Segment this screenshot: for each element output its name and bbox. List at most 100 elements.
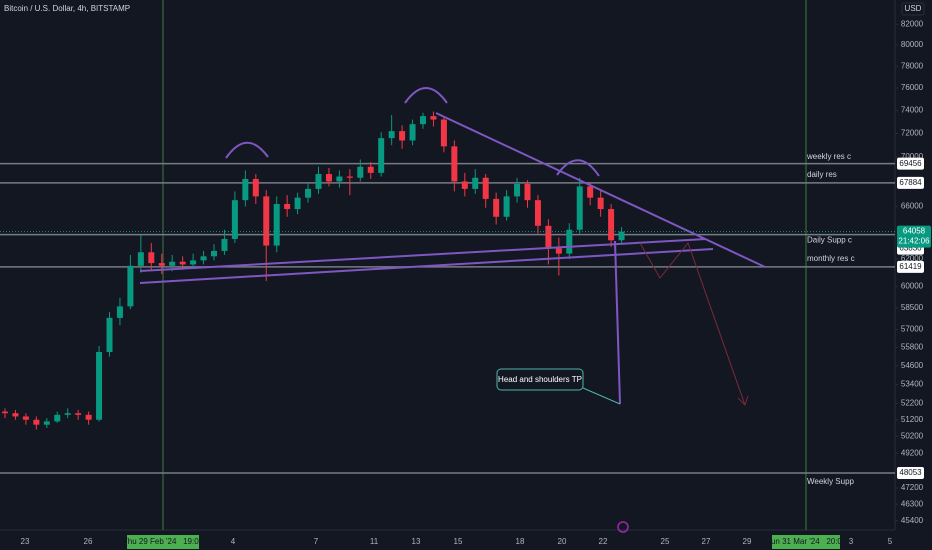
y-tick-label: 70000 — [901, 152, 924, 161]
y-tick-label: 46300 — [901, 499, 924, 508]
y-tick-label: 62000 — [901, 254, 924, 263]
price-tag: 61419 — [899, 262, 922, 271]
candle-body — [367, 166, 374, 173]
candle-body — [179, 261, 186, 265]
candle-body — [284, 203, 291, 210]
callout-box — [496, 368, 584, 391]
candle-body — [336, 176, 343, 182]
y-tick-label: 52200 — [901, 399, 924, 408]
candle-body — [378, 138, 385, 173]
candle-body — [85, 414, 92, 420]
neckline — [139, 248, 714, 284]
y-tick-label: 50200 — [901, 431, 924, 440]
candle-body — [440, 119, 447, 147]
candle-body — [54, 414, 61, 422]
callout-pointer — [582, 387, 621, 405]
candle-body — [524, 183, 531, 201]
x-tick-label: 29 — [743, 537, 752, 546]
y-tick-label: 78000 — [901, 61, 924, 70]
x-tick-label: 22 — [599, 537, 608, 546]
candle-body — [409, 124, 416, 141]
cursor-label: Sun 31 Mar '24 20:00 — [766, 537, 847, 546]
candle-body — [96, 352, 103, 420]
candle-body — [137, 252, 144, 266]
y-tick-label: 47200 — [901, 483, 924, 492]
candle-body — [555, 248, 562, 254]
candle-body — [576, 186, 583, 230]
shoulder-arc — [556, 159, 600, 177]
y-tick-label: 60000 — [901, 282, 924, 291]
x-tick-label: 13 — [412, 537, 421, 546]
level-label: daily res — [807, 170, 837, 179]
x-tick-label: 25 — [661, 537, 670, 546]
candle-body — [514, 183, 521, 197]
candle-body — [566, 229, 573, 254]
price-tag-box — [897, 157, 924, 170]
last-price-box — [897, 225, 931, 248]
currency-box — [901, 2, 925, 16]
candle-body — [493, 198, 500, 217]
candle-body — [388, 131, 395, 139]
candle-body — [106, 317, 113, 353]
candle-body — [22, 416, 29, 420]
candle-body — [315, 174, 322, 189]
cursor-label-box — [127, 535, 199, 549]
head-arc — [404, 87, 448, 104]
price-tag-box — [897, 260, 924, 273]
projection — [639, 241, 749, 406]
candle-body — [399, 131, 406, 141]
candle-body — [482, 177, 489, 199]
candle-body — [221, 238, 228, 251]
price-tag: 67884 — [899, 178, 922, 187]
price-tag: 48053 — [899, 468, 922, 477]
cursor-label: Thu 29 Feb '24 19:00 — [123, 537, 204, 546]
candle-body — [545, 225, 552, 249]
neckline — [139, 238, 707, 272]
level-label: weekly res c — [806, 152, 851, 161]
candle-body — [325, 174, 332, 182]
x-tick-label: 4 — [231, 537, 236, 546]
candle-body — [346, 176, 353, 178]
price-tag: 63830 — [899, 244, 922, 253]
cursor-label-box — [772, 535, 840, 549]
candle-body — [43, 421, 50, 425]
candle-body — [587, 186, 594, 198]
price-tag: 69456 — [899, 159, 922, 168]
candle-body — [127, 265, 134, 307]
projection-path — [639, 241, 746, 406]
candle-body — [2, 411, 8, 414]
candle-body — [420, 116, 426, 125]
y-tick-label: 82000 — [901, 19, 924, 28]
y-tick-label: 57000 — [901, 325, 924, 334]
x-tick-label: 15 — [454, 537, 463, 546]
callout-text: Head and shoulders TP — [498, 375, 582, 384]
candle-body — [200, 256, 207, 261]
candle-body — [597, 197, 604, 210]
candle-body — [158, 263, 165, 266]
candle-body — [608, 209, 615, 241]
x-tick-label: 5 — [888, 537, 893, 546]
x-tick-label: 26 — [84, 537, 93, 546]
countdown: 21:42:06 — [898, 237, 930, 246]
candle-body — [242, 178, 249, 201]
y-tick-label: 55800 — [901, 343, 924, 352]
candle-body — [33, 419, 40, 425]
y-tick-label: 49200 — [901, 448, 924, 457]
candle-body — [357, 166, 364, 178]
y-tick-label: 66000 — [901, 202, 924, 211]
level-label: monthly res c — [807, 254, 855, 263]
candle-body — [12, 413, 19, 417]
event-icon — [617, 521, 629, 533]
candle-body — [430, 116, 437, 120]
x-tick-label: 11 — [370, 537, 379, 546]
last-price: 64058 — [903, 227, 926, 236]
candle-body — [273, 203, 280, 246]
candle-body — [263, 196, 270, 246]
x-tick-label: 20 — [558, 537, 567, 546]
candle-body — [294, 197, 301, 210]
y-tick-label: 53400 — [901, 380, 924, 389]
candle-body — [75, 413, 82, 415]
x-tick-label: 7 — [314, 537, 319, 546]
